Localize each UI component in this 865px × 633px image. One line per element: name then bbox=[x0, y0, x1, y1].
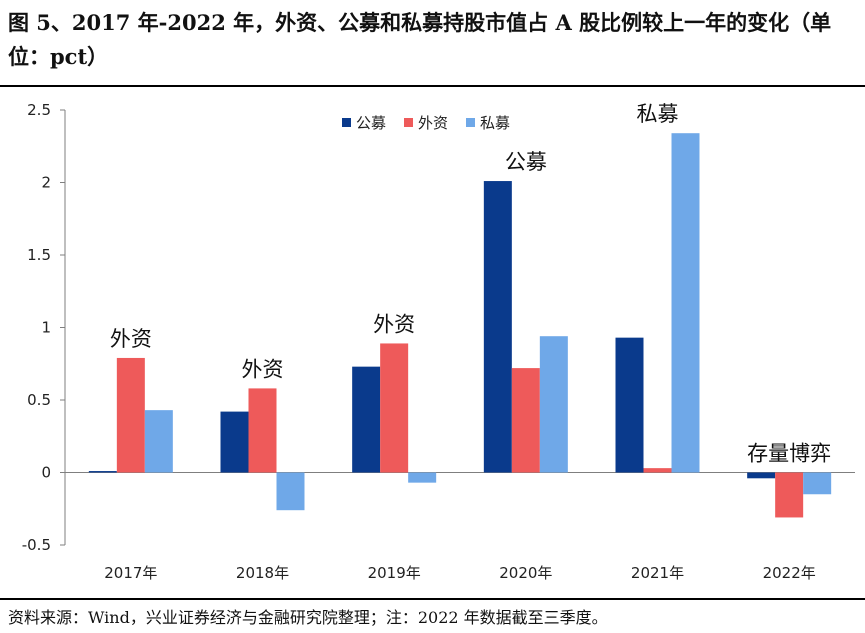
bar-外资-2020年 bbox=[511, 368, 540, 473]
x-tick-label: 2020年 bbox=[499, 564, 552, 582]
y-tick-label: 2 bbox=[41, 174, 51, 192]
y-tick-label: 1 bbox=[41, 319, 51, 337]
bar-公募-2022年 bbox=[747, 472, 776, 479]
bar-私募-2021年 bbox=[671, 133, 700, 473]
bar-外资-2018年 bbox=[248, 388, 277, 473]
legend-swatch-外资 bbox=[404, 118, 413, 127]
annotation-label: 外资 bbox=[373, 312, 415, 336]
bar-公募-2018年 bbox=[220, 411, 249, 473]
bar-私募-2017年 bbox=[144, 410, 173, 473]
bar-外资-2019年 bbox=[380, 343, 409, 473]
x-tick-label: 2022年 bbox=[763, 564, 816, 582]
footer-rule bbox=[0, 598, 865, 600]
annotation-label: 公募 bbox=[505, 150, 547, 174]
annotation-label: 外资 bbox=[242, 357, 284, 381]
bar-公募-2020年 bbox=[483, 181, 512, 473]
y-tick-label: 1.5 bbox=[27, 246, 51, 264]
legend-label: 外资 bbox=[418, 114, 448, 132]
chart-title: 图 5、2017 年-2022 年，外资、公募和私募持股市值占 A 股比例较上一… bbox=[8, 10, 832, 69]
title-rule bbox=[0, 85, 865, 87]
bar-chart: -0.5 0 0.5 1 1.5 2 2.5 2017年 2018年 2019年 2020年 2021… bbox=[22, 101, 855, 582]
x-tick-label: 2019年 bbox=[368, 564, 421, 582]
legend-swatch-公募 bbox=[342, 118, 351, 127]
y-tick-label: -0.5 bbox=[22, 536, 51, 554]
bar-外资-2022年 bbox=[775, 472, 804, 518]
annotation-label: 外资 bbox=[110, 327, 152, 351]
bar-私募-2022年 bbox=[803, 472, 832, 495]
bar-外资-2017年 bbox=[116, 357, 145, 473]
y-tick-label: 0 bbox=[41, 464, 51, 482]
legend-swatch-私募 bbox=[466, 118, 475, 127]
bar-公募-2021年 bbox=[615, 337, 644, 473]
legend-label: 公募 bbox=[356, 114, 386, 132]
legend-label: 私募 bbox=[480, 114, 510, 132]
x-tick-label: 2021年 bbox=[631, 564, 684, 582]
y-tick-label: 2.5 bbox=[27, 101, 51, 119]
y-tick-label: 0.5 bbox=[27, 391, 51, 409]
annotation-label: 存量博弈 bbox=[747, 442, 831, 466]
bar-公募-2017年 bbox=[88, 471, 117, 473]
bar-私募-2018年 bbox=[276, 472, 305, 511]
bar-私募-2019年 bbox=[408, 472, 437, 483]
annotation-label: 私募 bbox=[637, 102, 679, 126]
bar-公募-2019年 bbox=[352, 366, 381, 473]
bar-私募-2020年 bbox=[539, 336, 568, 473]
source-note: 资料来源：Wind，兴业证券经济与金融研究院整理；注：2022 年数据截至三季度… bbox=[8, 608, 608, 627]
x-tick-label: 2017年 bbox=[104, 564, 157, 582]
bar-外资-2021年 bbox=[643, 468, 672, 473]
x-tick-label: 2018年 bbox=[236, 564, 289, 582]
